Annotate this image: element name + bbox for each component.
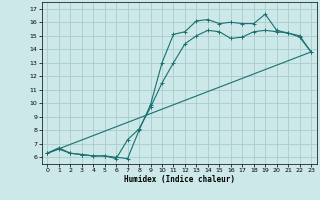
X-axis label: Humidex (Indice chaleur): Humidex (Indice chaleur) xyxy=(124,175,235,184)
